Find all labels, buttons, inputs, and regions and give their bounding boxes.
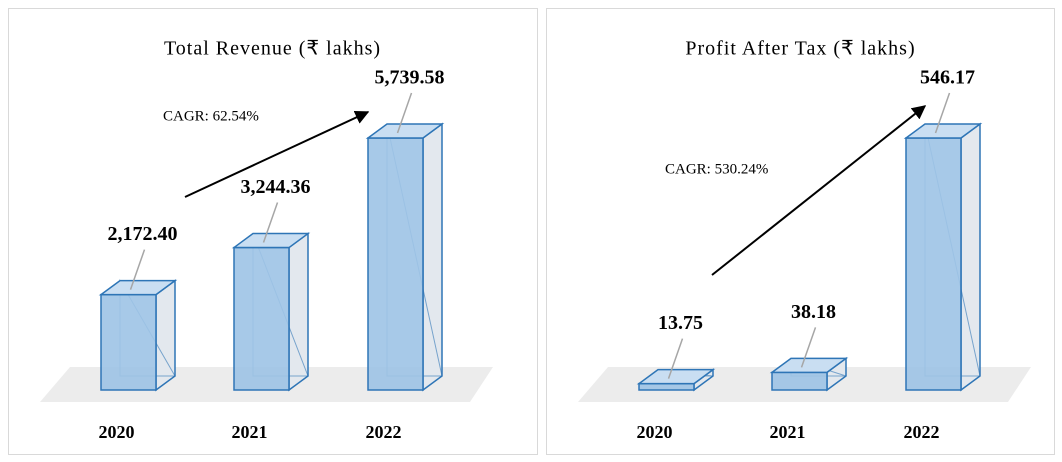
cagr-arrow xyxy=(711,105,927,276)
bar xyxy=(233,246,290,391)
x-tick-label: 2021 xyxy=(770,422,806,442)
x-tick-label: 2022 xyxy=(904,422,940,442)
bar xyxy=(905,137,962,391)
annotation: CAGR: 62.54% xyxy=(163,108,259,124)
leader-line xyxy=(800,327,817,368)
value-label: 13.75 xyxy=(658,312,703,334)
cagr-arrow xyxy=(184,110,370,198)
leader-line xyxy=(262,202,279,243)
bar-side xyxy=(422,122,443,392)
value-label: 38.18 xyxy=(791,301,836,323)
leader-line xyxy=(934,92,951,134)
bar-side xyxy=(288,232,309,392)
bar xyxy=(100,293,157,391)
x-tick-label: 2020 xyxy=(637,422,673,442)
bar xyxy=(771,371,828,391)
bar-side xyxy=(155,279,176,392)
annotation: CAGR: 530.24% xyxy=(665,161,768,177)
chart-title: Total Revenue (₹ lakhs) xyxy=(164,38,381,60)
bar-top xyxy=(98,279,178,296)
value-label: 5,739.58 xyxy=(375,67,445,89)
value-label: 546.17 xyxy=(920,67,975,89)
bar-top xyxy=(769,357,849,374)
value-label: 3,244.36 xyxy=(241,176,311,198)
x-tick-label: 2020 xyxy=(99,422,135,442)
x-tick-label: 2021 xyxy=(232,422,268,442)
bar-top xyxy=(903,123,983,139)
bar-top xyxy=(636,368,716,385)
bar xyxy=(638,382,695,391)
leader-line xyxy=(129,249,146,290)
bar-side xyxy=(960,122,981,392)
value-label: 2,172.40 xyxy=(108,223,178,245)
leader-line xyxy=(396,92,413,134)
bar-top xyxy=(365,123,445,139)
bar xyxy=(367,137,424,391)
bar-top xyxy=(231,232,311,249)
chart-title: Profit After Tax (₹ lakhs) xyxy=(685,38,915,60)
leader-line xyxy=(667,338,684,379)
x-tick-label: 2022 xyxy=(366,422,402,442)
